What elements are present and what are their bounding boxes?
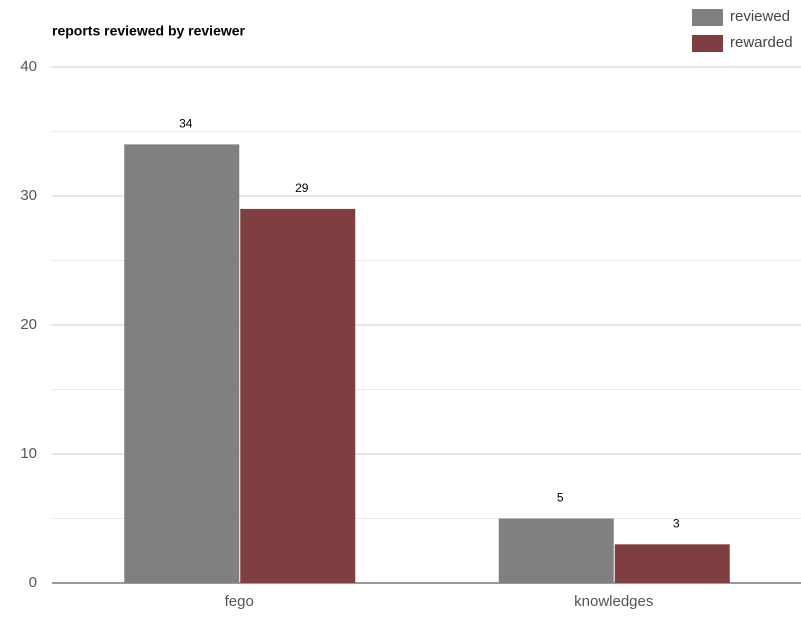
y-tick-label: 10 [20,445,37,462]
legend-label: rewarded [730,34,793,51]
legend-swatch [692,9,723,26]
bar [240,208,356,583]
legend-label: reviewed [730,8,790,25]
value-label: 34 [179,117,193,131]
legend-swatch [692,35,723,52]
y-tick-label: 20 [20,316,37,333]
x-tick-label: fego [225,593,254,610]
bar [498,518,614,583]
x-tick-label: knowledges [574,593,653,610]
y-tick-label: 40 [20,58,37,75]
y-tick-label: 0 [29,574,37,591]
bar [124,144,240,583]
y-tick-label: 30 [20,187,37,204]
value-label: 5 [557,491,564,505]
bar [614,544,730,583]
value-label: 3 [673,516,680,530]
value-label: 29 [295,181,309,195]
chart-title: reports reviewed by reviewer [52,23,246,39]
